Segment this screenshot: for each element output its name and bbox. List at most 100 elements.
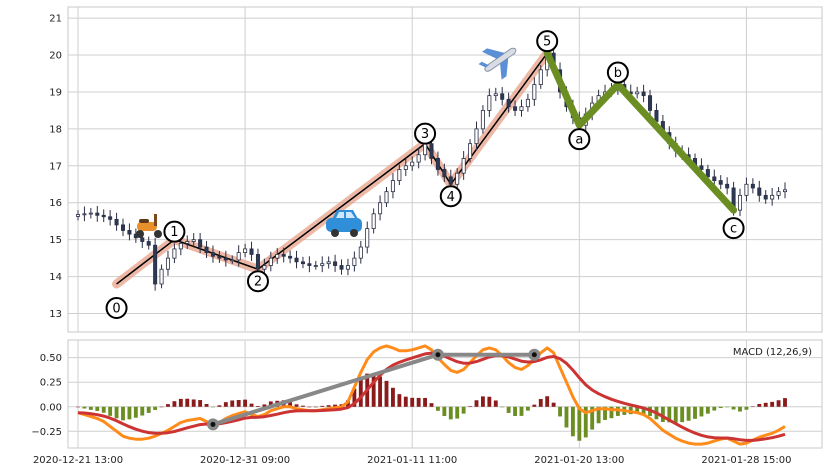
candle-body [744, 183, 749, 196]
wave-label-circle [606, 61, 629, 84]
macd-histogram-bar [146, 406, 151, 413]
signal-line [77, 351, 786, 442]
candle-body [262, 265, 267, 270]
macd-histogram-bar [519, 406, 524, 416]
car-wheel [331, 229, 339, 237]
price-y-tick-label: 15 [49, 235, 62, 246]
macd-histogram-bar [673, 406, 678, 423]
macd-histogram-bar [127, 406, 132, 420]
macd-histogram-bar [487, 396, 492, 407]
macd-histogram-bar [680, 406, 685, 423]
candle-body [275, 254, 280, 259]
macd-histogram-bar [256, 406, 260, 407]
macd-histogram-bar [121, 406, 125, 421]
wave-label-text: 3 [421, 127, 429, 142]
macd-histogram-bar [513, 406, 517, 417]
candle-body [654, 110, 659, 122]
wave-label-circle [536, 30, 559, 53]
macd-histogram-bar [416, 397, 421, 407]
candle-body [75, 214, 81, 217]
candle-body [763, 194, 768, 200]
scooter-wheel [154, 230, 162, 238]
airplane-tail [478, 61, 490, 68]
macd-histogram-bar [538, 399, 543, 407]
macd-histogram-bar [268, 401, 273, 407]
wave-icons [136, 47, 517, 238]
candle-body [750, 183, 755, 189]
macd-histogram-bar [397, 394, 402, 407]
wave-label-circle [722, 217, 745, 240]
macd-histogram-bar [191, 399, 196, 407]
price-y-tick-label: 17 [49, 161, 62, 172]
candle-body [480, 110, 485, 130]
wave-label-circle [439, 185, 462, 208]
macd-histogram-bar [288, 401, 293, 407]
macd-histogram-bar [776, 400, 781, 407]
macd-histogram-bar [114, 406, 119, 419]
macd-histogram-bar [82, 406, 87, 409]
wave-label-c: c [722, 217, 745, 240]
macd-histogram-bar [391, 387, 395, 407]
macd-histogram-bar [532, 404, 537, 407]
candle-body [153, 244, 158, 285]
wave-label-5: 5 [536, 30, 559, 53]
candle-body [140, 237, 145, 242]
macd-histogram-bar [352, 388, 357, 407]
candle-body [82, 213, 87, 216]
macd-histogram-bar [583, 406, 588, 438]
candle-body [429, 143, 434, 159]
candle-body [371, 213, 376, 229]
candle-body [294, 257, 299, 263]
macd-histogram-bar [596, 406, 601, 424]
wave-labels: 0 1 2 3 4 5 a b c [105, 30, 745, 319]
impulse-wave [112, 48, 552, 289]
macd-histogram-bar [480, 396, 485, 407]
wave-label-1: 1 [163, 220, 186, 243]
macd-histogram-bar [294, 404, 299, 407]
corrective-wave [543, 49, 738, 214]
x-tick-label: 2021-01-28 15:00 [701, 455, 791, 466]
car-windows [336, 212, 355, 218]
x-tick-label: 2021-01-11 11:00 [367, 455, 457, 466]
wave-label-circle [414, 122, 437, 145]
candle-body [223, 257, 228, 261]
candle-body [635, 91, 640, 95]
candle-body [423, 143, 428, 156]
macd-histogram-bar [211, 406, 215, 408]
macd-histogram-bar [699, 406, 704, 417]
macd-histogram-bar [435, 406, 440, 411]
macd-histogram-bar [101, 406, 106, 413]
macd-histogram-bar [384, 380, 389, 407]
price-y-tick-label: 13 [49, 309, 62, 320]
candle-body [165, 257, 170, 270]
candle-body [770, 194, 775, 200]
macd-histogram-bar [333, 404, 338, 407]
macd-histogram-bar [230, 400, 235, 407]
price-y-tick-label: 16 [49, 198, 62, 209]
price-y-tick-label: 19 [49, 87, 62, 98]
candle-body [776, 191, 781, 196]
macd-histogram-bar [783, 398, 787, 407]
candle-body [255, 254, 260, 270]
candle-body [468, 143, 473, 159]
corrective-line [543, 49, 738, 214]
divergence-point-center [210, 421, 216, 427]
divergence-line [206, 348, 541, 431]
candle-body [191, 239, 196, 242]
candle-body [185, 241, 190, 244]
macd-histogram-bar [320, 405, 325, 407]
macd-histogram-bar [140, 406, 145, 416]
macd-histogram-bar [378, 376, 383, 407]
wave-label-4: 4 [439, 185, 462, 208]
candle-body [236, 252, 241, 261]
wave-label-text: 0 [112, 301, 120, 316]
wave-label-text: c [730, 222, 737, 237]
macd-histogram-bar [738, 406, 742, 412]
airplane-fuselage [484, 47, 517, 72]
macd-histogram-bar [500, 406, 505, 408]
candle-body [384, 191, 389, 204]
macd-histogram-bar [371, 373, 376, 407]
wave-label-circle [105, 296, 128, 319]
candle-body [114, 218, 119, 226]
wave-label-b: b [606, 61, 629, 84]
